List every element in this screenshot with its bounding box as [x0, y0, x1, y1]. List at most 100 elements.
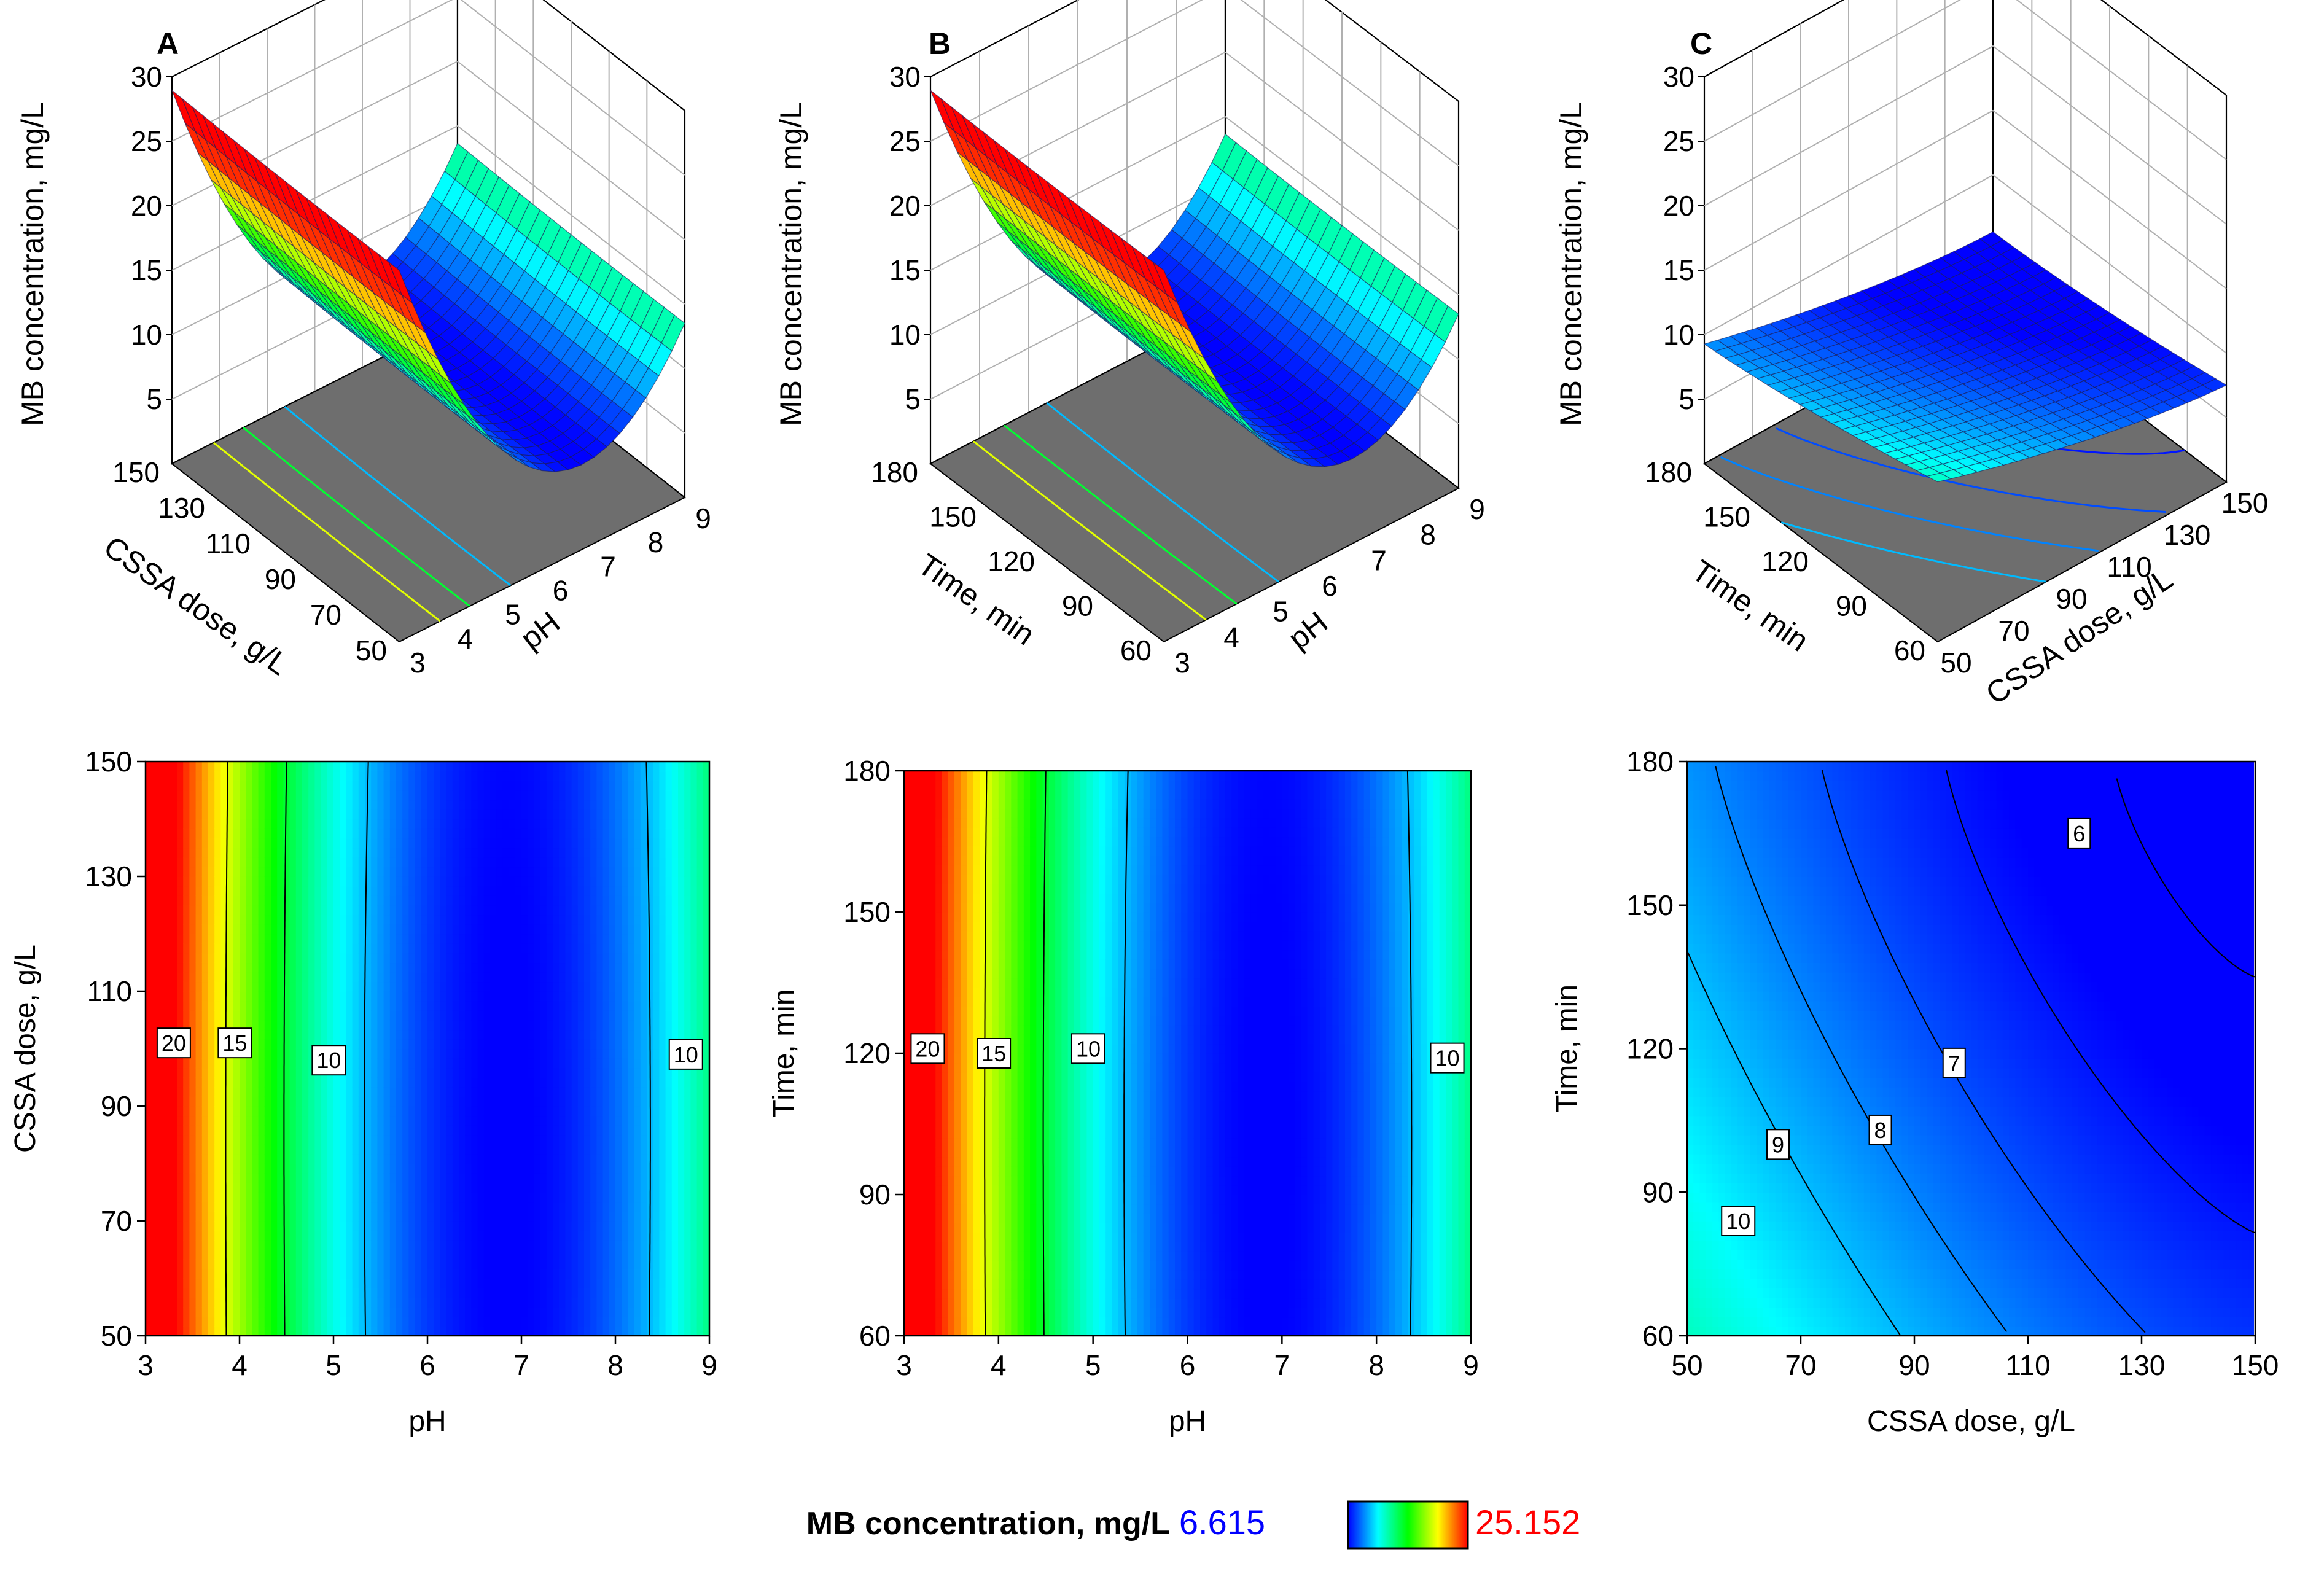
heatmap-cell [220, 1058, 228, 1069]
heatmap-cell [220, 762, 228, 772]
heatmap-cell [427, 895, 434, 906]
heatmap-cell [302, 1000, 309, 1011]
heatmap-cell [227, 1163, 234, 1174]
heatmap-cell [496, 1115, 504, 1126]
heatmap-cell [427, 1086, 434, 1097]
x-tick-label: 3 [1174, 647, 1190, 679]
heatmap-cell [308, 1086, 316, 1097]
heatmap-cell [233, 1163, 240, 1174]
heatmap-cell [164, 867, 171, 877]
heatmap-cell [208, 1125, 215, 1136]
heatmap-cell [308, 857, 316, 868]
heatmap-cell [415, 1019, 422, 1031]
heatmap-cell [240, 857, 246, 868]
heatmap-cell [146, 1249, 152, 1260]
heatmap-cell [446, 838, 453, 849]
heatmap-cell [271, 1173, 278, 1183]
heatmap-cell [146, 1125, 152, 1136]
heatmap-cell [170, 972, 177, 983]
heatmap-cell [240, 1144, 246, 1155]
heatmap-cell [389, 1077, 397, 1088]
heatmap-cell [152, 895, 159, 906]
heatmap-cell [308, 981, 316, 992]
heatmap-cell [283, 867, 290, 877]
heatmap-cell [220, 790, 228, 801]
heatmap-cell [434, 1077, 441, 1088]
z-tick-label: 15 [131, 254, 162, 286]
heatmap-cell [295, 876, 303, 887]
heatmap-cell [483, 1163, 491, 1174]
heatmap-cell [283, 1278, 290, 1288]
x-tick-label: 6 [1322, 570, 1338, 602]
heatmap-cell [365, 809, 372, 820]
heatmap-cell [396, 1000, 403, 1011]
heatmap-cell [446, 828, 453, 839]
heatmap-cell [321, 886, 328, 896]
heatmap-cell [158, 886, 165, 896]
heatmap-cell [214, 886, 222, 896]
heatmap-cell [346, 905, 353, 916]
heatmap-cell [302, 1153, 309, 1164]
heatmap-cell [295, 1134, 303, 1145]
heatmap-cell [308, 1019, 316, 1031]
heatmap-cell [333, 781, 340, 791]
heatmap-cell [490, 1039, 497, 1050]
heatmap-cell [302, 762, 309, 772]
heatmap-cell [333, 1211, 340, 1222]
heatmap-cell [227, 1230, 234, 1241]
heatmap-cell [477, 1144, 485, 1155]
heatmap-cell [490, 1307, 497, 1317]
heatmap-cell [295, 1201, 303, 1212]
heatmap-cell [327, 914, 334, 925]
heatmap-cell [271, 857, 278, 868]
heatmap-cell [289, 838, 297, 849]
heatmap-cell [227, 781, 234, 791]
heatmap-cell [383, 1316, 391, 1327]
heatmap-cell [177, 1077, 184, 1088]
heatmap-cell [471, 924, 478, 935]
heatmap-cell [452, 895, 459, 906]
heatmap-cell [434, 1058, 441, 1069]
heatmap-cell [402, 828, 410, 839]
heatmap-cell [371, 1039, 378, 1050]
heatmap-cell [471, 1230, 478, 1241]
heatmap-cell [421, 1067, 428, 1078]
heatmap-cell [240, 771, 246, 781]
heatmap-cell [358, 1144, 365, 1155]
heatmap-cell [358, 1039, 365, 1050]
heatmap-cell [152, 924, 159, 935]
heatmap-cell [496, 1039, 504, 1050]
heatmap-cell [283, 819, 290, 829]
heatmap-cell [477, 1029, 485, 1040]
heatmap-cell [446, 762, 453, 772]
heatmap-cell [233, 962, 240, 973]
heatmap-cell [327, 1192, 334, 1203]
heatmap-cell [283, 962, 290, 973]
heatmap-cell [146, 1173, 152, 1183]
heatmap-cell [214, 924, 222, 935]
heatmap-cell [158, 1230, 165, 1241]
heatmap-cell [227, 771, 234, 781]
heatmap-cell [477, 762, 485, 772]
heatmap-cell [308, 1221, 316, 1231]
heatmap-cell [271, 1259, 278, 1269]
heatmap-cell [289, 1259, 297, 1269]
heatmap-cell [246, 991, 253, 1002]
heatmap-cell [365, 1259, 372, 1269]
heatmap-cell [158, 1115, 165, 1126]
heatmap-cell [427, 1230, 434, 1241]
heatmap-cell [201, 828, 209, 839]
heatmap-cell [308, 1182, 316, 1193]
heatmap-cell [327, 867, 334, 877]
heatmap-cell [208, 1192, 215, 1203]
heatmap-cell [383, 1173, 391, 1183]
heatmap-cell [189, 943, 197, 954]
heatmap-cell [152, 1259, 159, 1269]
heatmap-cell [227, 1115, 234, 1126]
heatmap-cell [383, 895, 391, 906]
heatmap-cell [208, 838, 215, 849]
heatmap-cell [389, 1106, 397, 1117]
heatmap-cell [346, 962, 353, 973]
heatmap-cell [483, 1326, 491, 1336]
heatmap-cell [201, 771, 209, 781]
